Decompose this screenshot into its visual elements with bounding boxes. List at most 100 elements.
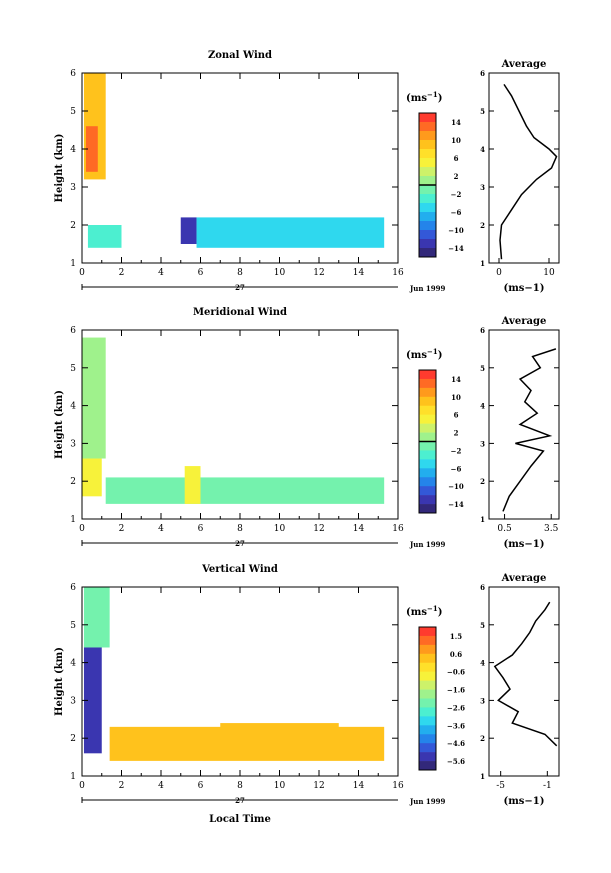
average-y-tick-label: 1 bbox=[480, 515, 485, 524]
average-y-tick-label: 5 bbox=[480, 107, 485, 116]
colorbar-tick-label: −10 bbox=[448, 226, 464, 235]
data-region-1 bbox=[83, 647, 102, 754]
colorbar-segment bbox=[419, 212, 436, 222]
colorbar-tick-label: −2 bbox=[451, 446, 462, 455]
units-exp: −1 bbox=[427, 347, 438, 356]
y-axis-label: Height (km) bbox=[54, 390, 65, 459]
average-y-tick-label: 5 bbox=[480, 621, 485, 630]
colorbar-segment bbox=[419, 432, 436, 442]
data-region-3 bbox=[180, 217, 197, 244]
y-tick-label: 1 bbox=[70, 259, 76, 269]
colorbar-segment bbox=[419, 230, 436, 240]
units-exp: −1 bbox=[427, 604, 438, 613]
colorbar-segment bbox=[419, 662, 436, 672]
y-tick-label: 6 bbox=[70, 583, 76, 593]
y-tick-label: 2 bbox=[70, 734, 76, 744]
data-region-1 bbox=[82, 458, 102, 497]
colorbar-segment bbox=[419, 122, 436, 132]
units-exp: −1 bbox=[427, 90, 438, 99]
x-tick-label: 12 bbox=[313, 524, 324, 534]
data-region-3 bbox=[220, 723, 339, 731]
date-label: Jun 1999 bbox=[409, 797, 446, 806]
colorbar-segment bbox=[419, 248, 436, 258]
average-y-tick-label: 6 bbox=[480, 326, 485, 335]
colorbar-segment bbox=[419, 396, 436, 407]
average-title: Average bbox=[501, 316, 547, 327]
average-x-tick-label: 10 bbox=[543, 268, 555, 278]
x-tick-label: 14 bbox=[353, 781, 365, 791]
x-tick-label: 2 bbox=[119, 524, 125, 534]
x-tick-label: 14 bbox=[353, 524, 365, 534]
colorbar-segment bbox=[419, 734, 436, 744]
colorbar-tick-label: −10 bbox=[448, 482, 464, 491]
colorbar-tick-label: 2 bbox=[454, 429, 459, 438]
x-tick-label: 0 bbox=[79, 781, 85, 791]
y-tick-label: 1 bbox=[70, 772, 76, 782]
colorbar-segment bbox=[419, 221, 436, 231]
colorbar-segment bbox=[419, 644, 436, 655]
colorbar-segment bbox=[419, 387, 436, 398]
y-axis-label: Height (km) bbox=[54, 647, 65, 716]
data-region-2 bbox=[109, 726, 385, 761]
x-tick-label: 12 bbox=[313, 781, 324, 791]
colorbar-segment bbox=[419, 194, 436, 204]
data-region-4 bbox=[196, 217, 385, 248]
colorbar-tick-label: 14 bbox=[451, 375, 461, 384]
colorbar-segment bbox=[419, 707, 436, 717]
colorbar-segment bbox=[419, 680, 436, 690]
x-tick-label: 6 bbox=[198, 268, 204, 278]
average-title: Average bbox=[501, 573, 547, 584]
colorbar-tick-label: −0.6 bbox=[447, 668, 465, 677]
x-tick-label: 10 bbox=[274, 524, 286, 534]
colorbar-tick-label: −2 bbox=[451, 190, 462, 199]
day-label: 27 bbox=[235, 796, 245, 805]
panel-title: Meridional Wind bbox=[193, 307, 287, 318]
colorbar-tick-label: −14 bbox=[448, 244, 464, 253]
colorbar-tick-label: −14 bbox=[448, 500, 464, 509]
y-tick-label: 5 bbox=[70, 107, 76, 117]
average-y-tick-label: 5 bbox=[480, 364, 485, 373]
x-tick-label: 8 bbox=[237, 268, 243, 278]
colorbar-segment bbox=[419, 495, 436, 505]
x-tick-label: 2 bbox=[119, 781, 125, 791]
x-tick-label: 16 bbox=[392, 524, 404, 534]
colorbar-segment bbox=[419, 671, 436, 681]
colorbar-tick-label: 1.5 bbox=[450, 632, 462, 641]
colorbar-segment bbox=[419, 761, 436, 771]
average-y-tick-label: 3 bbox=[480, 183, 485, 192]
colorbar-segment bbox=[419, 149, 436, 159]
average-x-label: (ms−1) bbox=[503, 539, 544, 550]
colorbar-segment bbox=[419, 167, 436, 177]
colorbar-segment bbox=[419, 716, 436, 726]
units-close: ) bbox=[438, 93, 443, 104]
data-region-3 bbox=[184, 466, 201, 504]
y-tick-label: 3 bbox=[70, 183, 76, 193]
colorbar-segment bbox=[419, 203, 436, 213]
average-y-tick-label: 2 bbox=[480, 734, 485, 743]
average-y-tick-label: 4 bbox=[480, 659, 485, 668]
x-tick-label: 4 bbox=[158, 781, 164, 791]
x-tick-label: 14 bbox=[353, 268, 365, 278]
average-y-tick-label: 1 bbox=[480, 259, 485, 268]
colorbar-units: (ms−1) bbox=[406, 90, 442, 104]
colorbar-segment bbox=[419, 486, 436, 496]
colorbar-tick-label: −6 bbox=[451, 464, 462, 473]
units-base: (ms bbox=[406, 350, 427, 361]
colorbar-segment bbox=[419, 504, 436, 514]
date-label: Jun 1999 bbox=[409, 284, 446, 293]
average-y-tick-label: 4 bbox=[480, 402, 485, 411]
y-tick-label: 5 bbox=[70, 621, 76, 631]
y-tick-label: 6 bbox=[70, 69, 76, 79]
average-x-tick-label: 3.5 bbox=[544, 524, 559, 534]
units-close: ) bbox=[438, 350, 443, 361]
average-y-tick-label: 3 bbox=[480, 439, 485, 448]
colorbar-tick-label: 2 bbox=[454, 172, 459, 181]
colorbar-units: (ms−1) bbox=[406, 604, 442, 618]
y-tick-label: 4 bbox=[70, 145, 76, 155]
average-y-tick-label: 1 bbox=[480, 772, 485, 781]
colorbar-tick-label: 0.6 bbox=[450, 650, 462, 659]
colorbar-segment bbox=[419, 698, 436, 708]
average-profile-line bbox=[493, 601, 558, 747]
